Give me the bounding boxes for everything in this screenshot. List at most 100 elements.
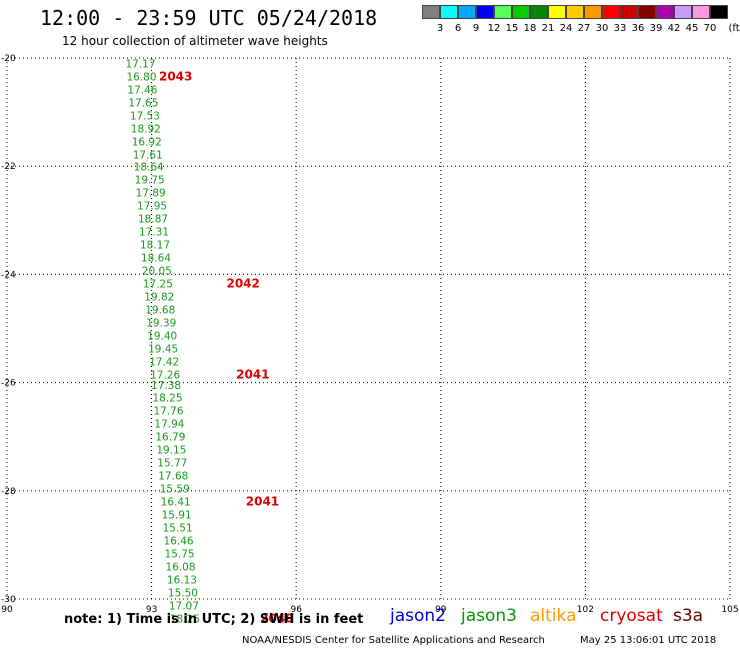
legend-label: 6 [454, 23, 462, 34]
legend-label: 30 [595, 23, 609, 34]
swh-value: 19.15 [156, 445, 186, 457]
swh-value: 17.17 [125, 58, 155, 70]
legend-swatch [476, 5, 494, 19]
swh-value: 15.59 [160, 484, 190, 496]
legend-swatch [692, 5, 710, 19]
legend-label: 21 [541, 23, 555, 34]
units-note: note: 1) Time is in UTC; 2) SWH is in fe… [64, 612, 364, 627]
legend-label: 42 [667, 23, 681, 34]
pass-number: 2042 [226, 277, 259, 291]
swh-value: 17.42 [149, 357, 179, 369]
lat-tick-label: -28 [1, 487, 16, 497]
swh-value: 17.65 [128, 97, 158, 109]
lon-tick-label: 96 [290, 605, 302, 615]
legend-label: 12 [487, 23, 501, 34]
swh-value: 17.25 [143, 279, 173, 291]
swh-value: 15.91 [162, 510, 192, 522]
map-subtitle: 12 hour collection of altimeter wave hei… [62, 34, 328, 48]
swh-value: 17.07 [169, 600, 199, 612]
swh-value: 19.68 [145, 305, 175, 317]
lon-tick-label: 93 [146, 605, 157, 615]
credit-text: NOAA/NESDIS Center for Satellite Applica… [242, 635, 545, 646]
pass-number: 2041 [246, 495, 279, 509]
axis-ticks: 90 93 96 99 102 105 -20 -22 -24 -26 -28 -30 [1, 54, 739, 615]
swh-value: 17.94 [154, 419, 184, 431]
lon-tick-label: 102 [577, 605, 594, 615]
legend-swatch [494, 5, 512, 19]
legend-swatch [566, 5, 584, 19]
swh-value: 16.08 [165, 562, 195, 574]
swh-value: 15.51 [163, 523, 193, 535]
satellite-jason3: jason3 [461, 606, 517, 626]
lon-tick-label: 105 [721, 605, 738, 615]
swh-value: 16.79 [155, 432, 185, 444]
swh-value: 17.31 [139, 227, 169, 239]
swh-value: 19.40 [147, 331, 177, 343]
satellite-jason2: jason2 [390, 606, 446, 626]
lat-tick-label: -20 [1, 54, 16, 64]
swh-value: 20.05 [142, 266, 172, 278]
swh-value: 17.76 [153, 406, 183, 418]
legend-swatch [710, 5, 728, 19]
swh-value: 18.64 [134, 162, 164, 174]
swh-value: 19.45 [148, 344, 178, 356]
pass-labels: 2043 2042 2041 2041 2040 [159, 69, 294, 625]
swh-value: 16.46 [164, 536, 194, 548]
legend-label: 36 [631, 23, 645, 34]
legend-label: 33 [613, 23, 627, 34]
swh-values: 17.1716.8017.4617.6517.5318.9216.9217.61… [125, 58, 199, 625]
legend-label: 70 [703, 23, 717, 34]
swh-value: 15.75 [165, 549, 195, 561]
legend-swatch [512, 5, 530, 19]
swh-value: 17.26 [150, 369, 180, 381]
swh-value: 19.39 [146, 318, 176, 330]
swh-value: 17.89 [136, 188, 166, 200]
lat-tick-label: -24 [1, 270, 16, 280]
swh-value: 17.61 [133, 149, 163, 161]
swh-value: 16.41 [161, 497, 191, 509]
legend-label: 45 [685, 23, 699, 34]
lat-tick-label: -22 [1, 162, 16, 172]
legend-label: 27 [577, 23, 591, 34]
legend-swatch [638, 5, 656, 19]
legend-swatch [656, 5, 674, 19]
lon-tick-label: 90 [1, 605, 13, 615]
swh-value: 19.75 [135, 175, 165, 187]
legend-label: 3 [436, 23, 444, 34]
swh-value: 18.92 [131, 123, 161, 135]
legend-swatch [602, 5, 620, 19]
swh-value: 15.77 [157, 458, 187, 470]
pass-number: 2041 [236, 367, 269, 381]
swh-value: 18.25 [152, 393, 182, 405]
satellite-s3a: s3a [673, 606, 704, 626]
satellite-altika: altika [530, 606, 577, 626]
lat-tick-label: -26 [1, 379, 16, 389]
legend-swatch [440, 5, 458, 19]
legend-swatch [584, 5, 602, 19]
swh-value: 17.46 [127, 84, 157, 96]
legend-label: 24 [559, 23, 573, 34]
generated-timestamp: May 25 13:06:01 UTC 2018 [580, 635, 717, 646]
legend-swatch [548, 5, 566, 19]
lon-tick-label: 99 [435, 605, 447, 615]
swh-value: 19.82 [144, 292, 174, 304]
lat-tick-label: -30 [1, 595, 16, 605]
legend-label: 9 [472, 23, 480, 34]
swh-value: 16.92 [132, 136, 162, 148]
pass-number: 2040 [260, 611, 293, 625]
legend-label: 39 [649, 23, 663, 34]
legend-label: 15 [505, 23, 519, 34]
swh-value: 15.50 [168, 588, 198, 600]
legend-swatch [620, 5, 638, 19]
legend-swatch [422, 5, 440, 19]
swh-value: 17.38 [151, 380, 181, 392]
swh-value: 17.68 [158, 471, 188, 483]
swh-value: 18.87 [138, 214, 168, 226]
map-title: 12:00 - 23:59 UTC 05/24/2018 [40, 6, 378, 30]
satellite-cryosat: cryosat [600, 606, 663, 626]
swh-value: 18.25 [170, 613, 200, 625]
legend-swatch [530, 5, 548, 19]
swh-value: 16.13 [167, 575, 197, 587]
pass-number: 2043 [159, 69, 192, 83]
